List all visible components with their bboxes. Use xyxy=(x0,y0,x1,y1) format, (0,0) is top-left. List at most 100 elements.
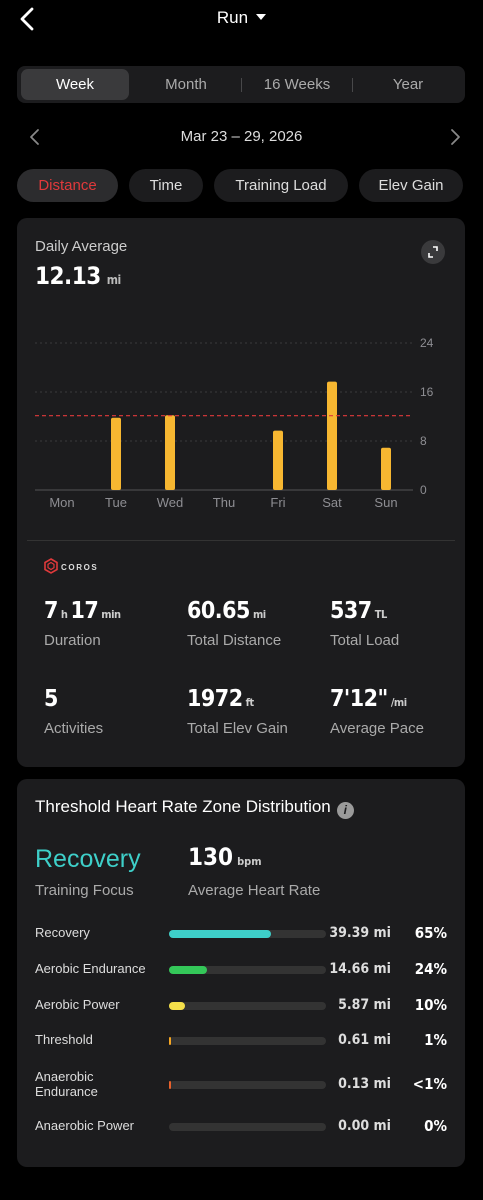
chevron-left-icon[interactable] xyxy=(26,128,44,146)
brand-label: COROS xyxy=(61,563,98,572)
stat-total-distance: 60.65 mi Total Distance xyxy=(187,598,281,649)
training-focus-value: Recovery xyxy=(35,845,141,873)
zone-bar-fill xyxy=(169,966,207,974)
stat-value: 7'12"/mi xyxy=(330,686,424,712)
stat-unit: TL xyxy=(374,608,388,621)
duration-hours: 7 xyxy=(44,598,58,624)
segment-divider xyxy=(352,78,353,92)
tab-16-weeks[interactable]: 16 Weeks xyxy=(263,76,331,93)
zone-row: Anaerobic Power 0.00 mi 0% xyxy=(17,1117,465,1157)
duration-minutes-unit: min xyxy=(101,608,121,621)
zone-bar-fill xyxy=(169,1037,171,1045)
bar-tue xyxy=(111,417,121,490)
pill-time[interactable]: Time xyxy=(129,169,203,202)
header: Run xyxy=(0,0,483,40)
zone-bar-fill xyxy=(169,1002,185,1010)
zone-distance: 0.00 mi xyxy=(338,1118,391,1134)
metric-pills: Distance Time Training Load Elev Gain xyxy=(17,169,477,203)
zone-row: Aerobic Power 5.87 mi 10% xyxy=(17,996,465,1036)
y-tick-label: 24 xyxy=(420,336,434,350)
bar-fri xyxy=(273,430,283,490)
zone-row: Aerobic Endurance 14.66 mi 24% xyxy=(17,960,465,1000)
zone-percent: 10% xyxy=(414,996,447,1014)
zone-percent: 65% xyxy=(414,924,447,942)
y-tick-label: 16 xyxy=(420,385,434,399)
tab-week[interactable]: Week xyxy=(21,69,129,100)
daily-average-unit: mi xyxy=(106,273,121,287)
caret-down-icon xyxy=(256,13,267,20)
stat-average-pace: 7'12"/mi Average Pace xyxy=(330,686,424,737)
expand-icon xyxy=(428,246,438,258)
stat-total-load: 537 TL Total Load xyxy=(330,598,399,649)
stat-value: 537 TL xyxy=(330,598,399,624)
stat-label: Total Distance xyxy=(187,632,282,649)
stat-value: 7 h 17 min xyxy=(44,598,124,624)
daily-average-number: 12.13 xyxy=(35,262,101,290)
zone-name: Anaerobic Power xyxy=(35,1118,134,1133)
expand-button[interactable] xyxy=(421,240,445,264)
stat-value: 1972 ft xyxy=(187,686,288,712)
stat-total-elev-gain: 1972 ft Total Elev Gain xyxy=(187,686,288,737)
tab-month[interactable]: Month xyxy=(165,76,207,93)
stat-activities: 5 Activities xyxy=(44,686,103,737)
zone-distance: 0.13 mi xyxy=(338,1076,391,1092)
stat-unit: ft xyxy=(245,696,255,709)
zone-distance: 5.87 mi xyxy=(338,997,391,1013)
avg-heart-rate-label: Average Heart Rate xyxy=(188,882,321,899)
stat-unit: mi xyxy=(252,608,266,621)
stat-value: 60.65 mi xyxy=(187,598,281,624)
duration-hours-unit: h xyxy=(60,608,68,621)
zone-name: Aerobic Power xyxy=(35,997,120,1012)
zone-name: Aerobic Endurance xyxy=(35,961,146,976)
daily-distance-chart: 0 8 16 24 Mon Tue Wed Thu Fri Sat Sun xyxy=(35,336,434,510)
zone-distance: 14.66 mi xyxy=(329,961,391,977)
avg-heart-rate-number: 130 xyxy=(188,843,234,871)
stat-unit: /mi xyxy=(390,696,407,709)
zone-name: Threshold xyxy=(35,1032,93,1047)
duration-minutes: 17 xyxy=(70,598,99,624)
zone-row: Recovery 39.39 mi 65% xyxy=(17,924,465,964)
training-focus-label: Training Focus xyxy=(35,882,134,899)
zone-percent: 24% xyxy=(414,960,447,978)
avg-heart-rate-unit: bpm xyxy=(237,855,262,868)
zone-bar-track xyxy=(169,1123,326,1131)
zone-name: Anaerobic Endurance xyxy=(35,1069,98,1099)
daily-average-label: Daily Average xyxy=(35,238,128,255)
zone-percent: <1% xyxy=(412,1075,447,1093)
daily-average-value: 12.13 mi xyxy=(35,262,121,290)
tab-year[interactable]: Year xyxy=(392,76,424,93)
bar-wed xyxy=(165,415,175,490)
chevron-right-icon[interactable] xyxy=(446,128,464,146)
stat-number: 537 xyxy=(330,598,372,624)
zone-percent: 1% xyxy=(424,1031,447,1049)
hr-zone-card: Threshold Heart Rate Zone Distribution i … xyxy=(17,779,465,1167)
sport-selector[interactable]: Run xyxy=(0,8,483,28)
stat-label: Total Elev Gain xyxy=(187,720,288,737)
stat-number: 7'12" xyxy=(330,686,388,712)
zone-name: Recovery xyxy=(35,925,90,940)
stat-duration: 7 h 17 min Duration xyxy=(44,598,124,649)
period-segmented-control: Week Month 16 Weeks Year xyxy=(17,66,465,103)
zone-title: Threshold Heart Rate Zone Distribution i xyxy=(35,797,354,819)
zone-bar-track xyxy=(169,1081,326,1089)
y-tick-label: 8 xyxy=(420,434,427,448)
zone-bar-track xyxy=(169,966,326,974)
stat-number: 5 xyxy=(44,686,58,712)
zone-row: Anaerobic Endurance 0.13 mi <1% xyxy=(17,1069,465,1109)
date-range-row: Mar 23 – 29, 2026 xyxy=(0,124,483,150)
zone-distance: 39.39 mi xyxy=(329,925,391,941)
zone-bar-fill xyxy=(169,1081,171,1089)
info-icon[interactable]: i xyxy=(336,802,354,819)
stat-label: Activities xyxy=(44,720,104,737)
pill-distance[interactable]: Distance xyxy=(17,169,118,202)
x-tick-label: Sat xyxy=(322,495,342,510)
bar-sat xyxy=(327,381,337,490)
y-tick-label: 0 xyxy=(420,483,427,497)
back-arrow-icon[interactable] xyxy=(16,6,42,32)
pill-training-load[interactable]: Training Load xyxy=(214,169,348,202)
page-title: Run xyxy=(216,8,249,27)
pill-elev-gain[interactable]: Elev Gain xyxy=(359,169,463,202)
stat-number: 60.65 xyxy=(187,598,250,624)
stat-label: Duration xyxy=(44,632,101,649)
stat-label: Average Pace xyxy=(330,720,424,737)
